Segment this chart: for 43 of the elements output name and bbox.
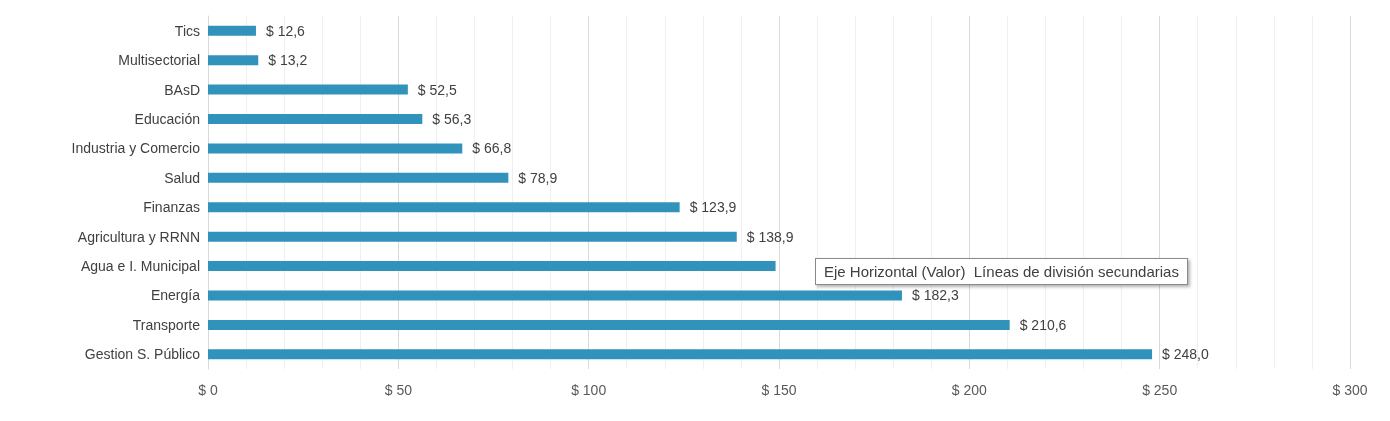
bar (208, 319, 1010, 330)
data-label: $ 66,8 (472, 140, 512, 157)
data-label: $ 123,9 (689, 199, 737, 216)
bar (208, 349, 1153, 360)
y-tick-label: Agua e I. Municipal (80, 258, 200, 275)
x-tick-label: $ 150 (761, 382, 797, 398)
data-label: $ 138,9 (746, 228, 794, 245)
x-tick-label: $ 100 (571, 382, 607, 398)
data-label: $ 210,6 (1019, 316, 1067, 333)
bar (208, 113, 423, 124)
y-tick-label: Transporte (132, 316, 201, 333)
bar (208, 231, 737, 242)
data-label: $ 56,3 (432, 110, 472, 127)
y-tick-label: Energía (150, 287, 201, 304)
bar (208, 143, 463, 154)
bar (208, 202, 680, 213)
data-label: $ 52,5 (417, 81, 457, 98)
y-tick-label: Multisectorial (118, 52, 200, 69)
bar (208, 55, 259, 66)
x-tick-label: $ 250 (1142, 382, 1178, 398)
data-label: $ 78,9 (518, 169, 558, 186)
bar (208, 261, 776, 272)
bar (208, 290, 902, 301)
tooltip-box: Eje Horizontal (Valor) Líneas de división secundarias (815, 258, 1188, 285)
y-tick-label: Gestion S. Público (84, 346, 201, 363)
x-tick-label: $ 300 (1332, 382, 1368, 398)
y-tick-label: Finanzas (143, 199, 200, 216)
x-tick-label: $ 50 (384, 382, 413, 398)
bar (208, 84, 408, 95)
bar (208, 172, 509, 183)
data-label: $ 182,3 (911, 287, 959, 304)
y-tick-label: Salud (164, 169, 200, 186)
y-tick-label: Educación (134, 110, 200, 127)
y-tick-label: Agricultura y RRNN (77, 228, 200, 245)
x-tick-label: $ 200 (951, 382, 988, 398)
y-tick-label: Industria y Comercio (71, 140, 201, 157)
y-tick-label: Tics (174, 22, 200, 39)
data-label: $ 248,0 (1162, 346, 1209, 363)
x-tick-label: $ 0 (198, 382, 218, 398)
data-label: $ 12,6 (265, 22, 306, 39)
data-label: $ 13,2 (268, 52, 308, 69)
bar (208, 25, 256, 36)
y-tick-label: BAsD (164, 81, 200, 98)
